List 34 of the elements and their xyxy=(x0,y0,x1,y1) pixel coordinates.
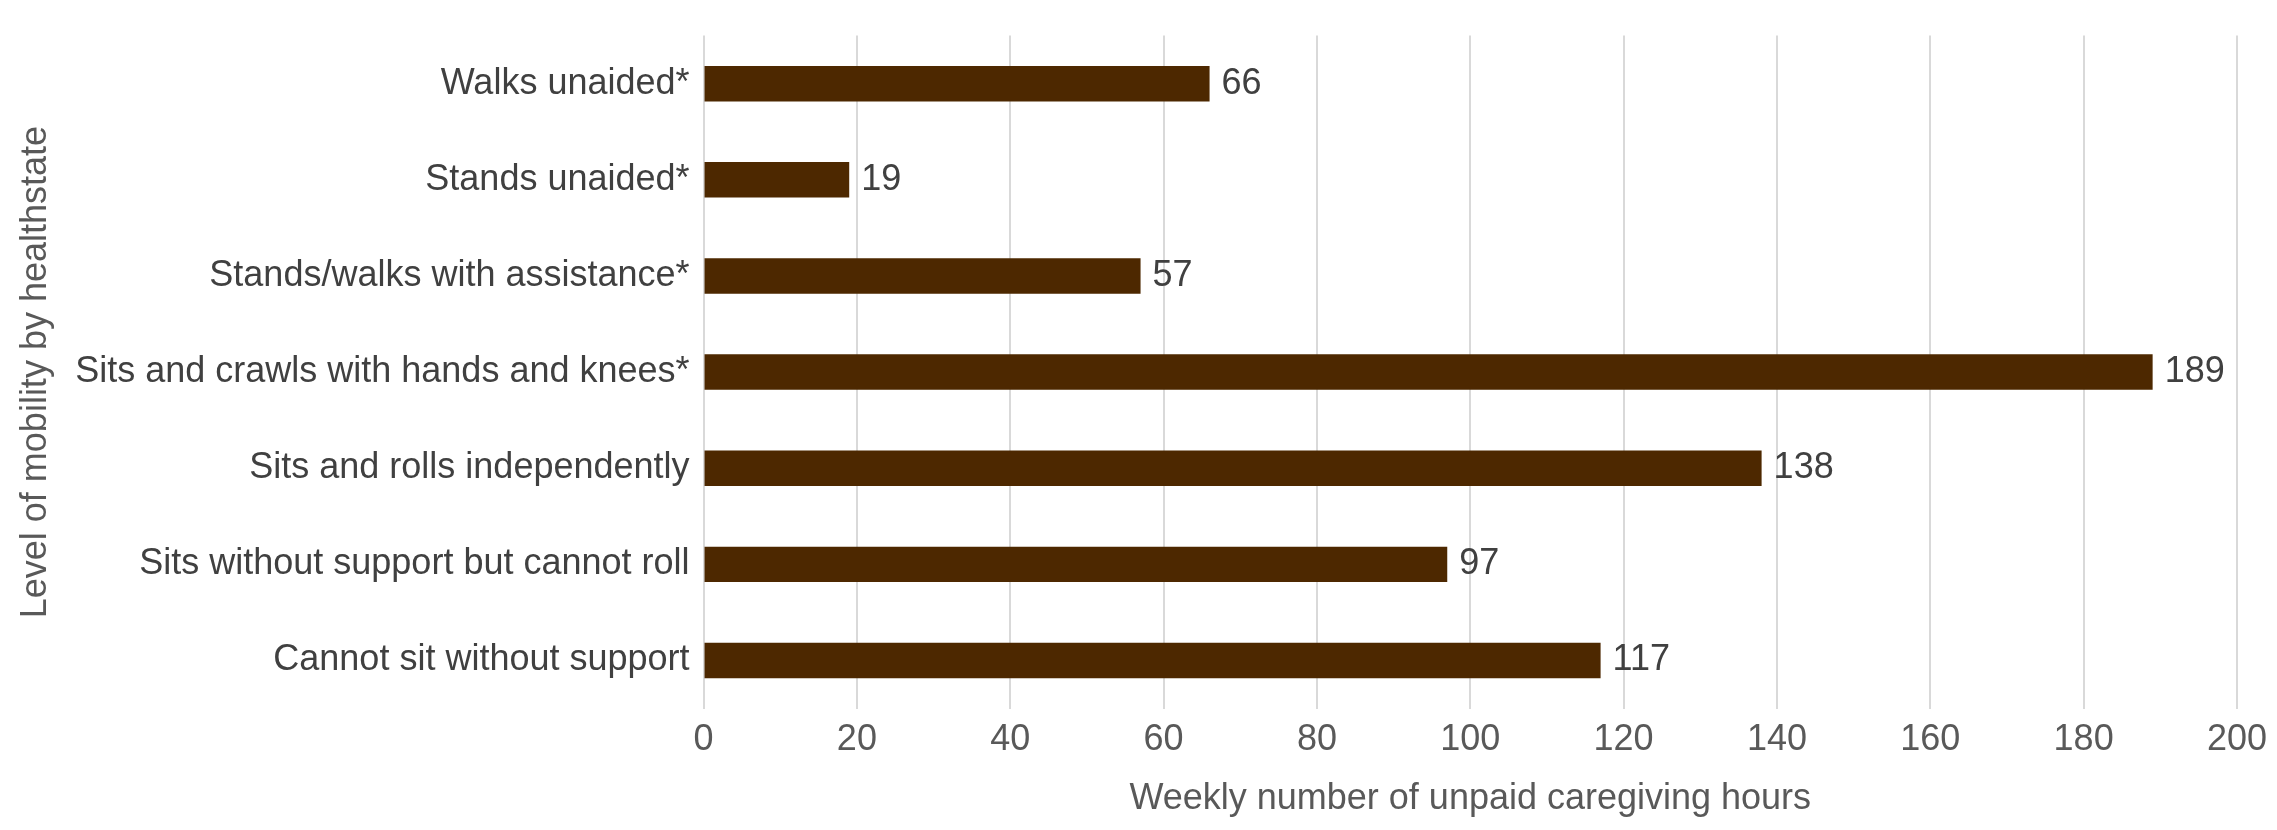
y-axis-title: Level of mobility by healthstate xyxy=(12,125,54,619)
data-label: 66 xyxy=(1221,60,1262,102)
y-tick-label: Stands unaided* xyxy=(425,156,690,198)
data-label: 138 xyxy=(1773,445,1834,487)
data-label: 57 xyxy=(1152,252,1193,294)
data-label: 117 xyxy=(1612,637,1670,679)
x-tick-label: 40 xyxy=(990,717,1031,759)
x-tick-label: 60 xyxy=(1143,717,1184,759)
x-tick-label: 200 xyxy=(2206,717,2268,759)
x-tick-label: 180 xyxy=(2053,717,2114,759)
x-tick-label: 0 xyxy=(693,717,714,759)
x-tick-label: 20 xyxy=(836,717,877,759)
y-tick-label: Walks unaided* xyxy=(440,60,690,102)
data-label: 189 xyxy=(2164,349,2225,391)
bar xyxy=(704,258,1141,294)
bar xyxy=(704,642,1601,679)
x-tick-label: 80 xyxy=(1296,717,1337,759)
bar xyxy=(704,162,850,198)
x-tick-label: 140 xyxy=(1746,717,1807,759)
y-tick-label: Sits without support but cannot roll xyxy=(139,541,690,583)
y-tick-label: Sits and crawls with hands and knees* xyxy=(75,349,690,391)
y-tick-label: Sits and rolls independently xyxy=(249,445,690,487)
x-tick-label: 120 xyxy=(1593,717,1654,759)
y-tick-label: Cannot sit without support xyxy=(273,637,690,679)
bar xyxy=(704,450,1762,486)
x-tick-label: 160 xyxy=(1900,717,1961,759)
x-axis-title: Weekly number of unpaid caregiving hours xyxy=(1129,776,1812,818)
y-tick-label: Stands/walks with assistance* xyxy=(209,252,690,294)
bar xyxy=(704,354,2153,390)
data-label: 97 xyxy=(1459,541,1500,583)
bar xyxy=(704,65,1210,102)
bar xyxy=(704,546,1448,583)
data-label: 19 xyxy=(861,156,902,198)
x-tick-label: 100 xyxy=(1440,717,1501,759)
